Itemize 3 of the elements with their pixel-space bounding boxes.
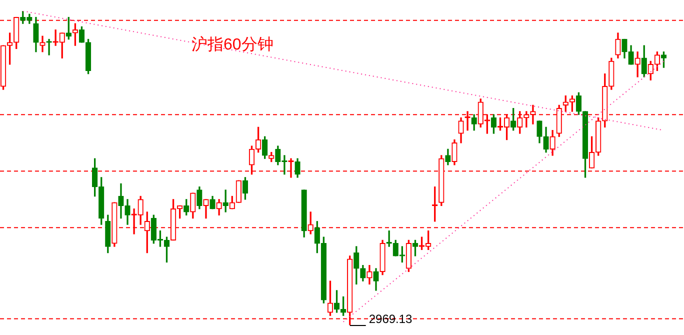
text: 沪指60分钟 <box>192 35 274 54</box>
annotation: 2969.13 <box>368 312 413 326</box>
candlestick <box>634 51 640 78</box>
